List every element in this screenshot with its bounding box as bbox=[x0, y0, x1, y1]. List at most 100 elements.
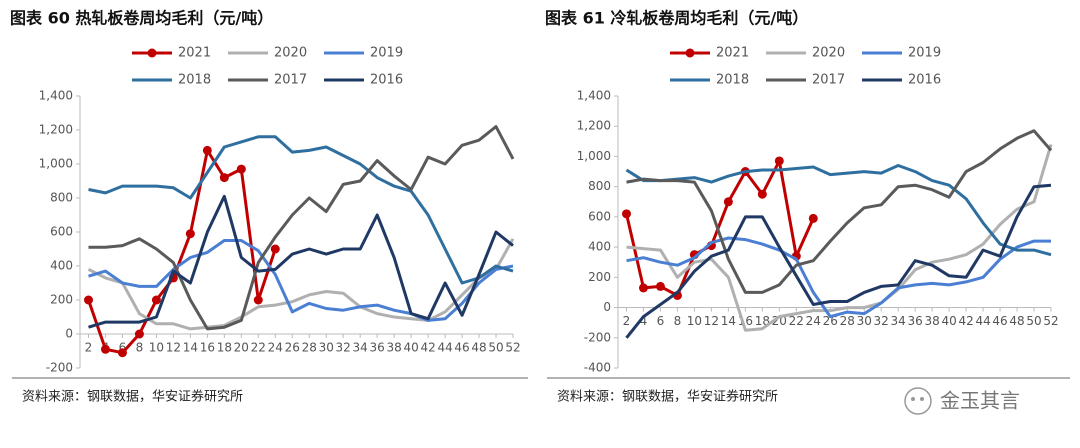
x-tick-label: 6 bbox=[657, 314, 665, 328]
x-tick-label: 30 bbox=[857, 314, 872, 328]
y-tick-label: 800 bbox=[50, 191, 73, 205]
legend-label: 2018 bbox=[716, 73, 749, 88]
x-tick-label: 2 bbox=[85, 341, 93, 355]
x-tick-label: 44 bbox=[975, 314, 990, 328]
series-line bbox=[88, 239, 514, 322]
x-tick-label: 22 bbox=[251, 341, 266, 355]
x-tick-label: 30 bbox=[319, 341, 334, 355]
x-tick-label: 40 bbox=[941, 314, 956, 328]
point bbox=[134, 329, 144, 339]
point bbox=[185, 229, 195, 239]
x-tick-label: 44 bbox=[437, 341, 452, 355]
point bbox=[100, 344, 110, 354]
legend-marker bbox=[685, 48, 695, 58]
series-line bbox=[626, 143, 1053, 332]
x-tick-label: 10 bbox=[149, 341, 164, 355]
y-tick-label: 600 bbox=[50, 225, 73, 239]
legend-label: 2018 bbox=[178, 73, 211, 88]
x-tick-label: 48 bbox=[471, 341, 486, 355]
x-tick-label: 12 bbox=[704, 314, 719, 328]
y-tick-label: 1,200 bbox=[577, 119, 611, 133]
series-line bbox=[626, 236, 1051, 319]
legend-label: 2020 bbox=[812, 46, 845, 61]
point bbox=[774, 156, 784, 166]
x-tick-label: 8 bbox=[674, 314, 682, 328]
x-tick-label: 36 bbox=[908, 314, 923, 328]
watermark: 金玉其言 bbox=[940, 389, 1020, 413]
x-tick-label: 24 bbox=[806, 314, 821, 328]
chart-title: 图表 61 冷轧板卷周均毛利（元/吨） bbox=[545, 9, 808, 28]
point bbox=[270, 244, 280, 254]
y-tick-label: 800 bbox=[588, 179, 611, 193]
legend-label: 2021 bbox=[178, 46, 211, 61]
legend-marker bbox=[147, 48, 157, 58]
x-tick-label: 52 bbox=[505, 341, 520, 355]
legend-label: 2019 bbox=[908, 46, 941, 61]
y-tick-label: 0 bbox=[603, 300, 611, 314]
legend-label: 2017 bbox=[812, 73, 845, 88]
x-tick-label: 28 bbox=[840, 314, 855, 328]
x-tick-label: 52 bbox=[1043, 314, 1058, 328]
source-note: 资料来源：钢联数据，华安证券研究所 bbox=[557, 389, 778, 405]
point bbox=[253, 295, 263, 305]
series-line bbox=[626, 129, 1053, 294]
x-tick-label: 46 bbox=[992, 314, 1007, 328]
y-tick-label: -400 bbox=[584, 361, 611, 375]
point bbox=[219, 173, 229, 183]
x-tick-label: 42 bbox=[958, 314, 973, 328]
x-tick-label: 50 bbox=[488, 341, 503, 355]
point bbox=[151, 295, 161, 305]
y-tick-label: 1,400 bbox=[577, 89, 611, 103]
legend-label: 2016 bbox=[908, 73, 941, 88]
x-tick-label: 36 bbox=[370, 341, 385, 355]
x-tick-label: 22 bbox=[789, 314, 804, 328]
x-tick-label: 32 bbox=[336, 341, 351, 355]
y-tick-label: 400 bbox=[50, 259, 73, 273]
legend-label: 2019 bbox=[370, 46, 403, 61]
series-line bbox=[88, 135, 514, 285]
x-tick-label: 14 bbox=[721, 314, 736, 328]
x-tick-label: 6 bbox=[119, 341, 127, 355]
y-tick-label: 400 bbox=[588, 240, 611, 254]
point bbox=[117, 348, 127, 358]
x-tick-label: 26 bbox=[285, 341, 300, 355]
point bbox=[621, 209, 631, 219]
x-tick-label: 18 bbox=[217, 341, 232, 355]
y-tick-label: 200 bbox=[50, 293, 73, 307]
x-tick-label: 20 bbox=[234, 341, 249, 355]
x-tick-label: 10 bbox=[687, 314, 702, 328]
legend-label: 2016 bbox=[370, 73, 403, 88]
x-tick-label: 4 bbox=[640, 314, 648, 328]
y-tick-label: 600 bbox=[588, 209, 611, 223]
y-tick-label: 0 bbox=[65, 327, 73, 341]
y-tick-label: 1,200 bbox=[39, 123, 73, 137]
x-tick-label: 38 bbox=[386, 341, 401, 355]
x-tick-label: 24 bbox=[268, 341, 283, 355]
point bbox=[723, 197, 733, 207]
point bbox=[202, 145, 212, 155]
y-tick-label: -200 bbox=[584, 330, 611, 344]
x-tick-label: 34 bbox=[891, 314, 906, 328]
y-tick-label: 200 bbox=[588, 270, 611, 284]
watermark-icon bbox=[904, 387, 932, 415]
x-tick-label: 38 bbox=[924, 314, 939, 328]
point bbox=[83, 295, 93, 305]
x-tick-label: 26 bbox=[823, 314, 838, 328]
x-tick-label: 16 bbox=[200, 341, 215, 355]
source-note: 资料来源：钢联数据，华安证券研究所 bbox=[22, 389, 243, 405]
x-tick-label: 2 bbox=[623, 314, 631, 328]
x-tick-label: 14 bbox=[183, 341, 198, 355]
x-tick-label: 12 bbox=[166, 341, 181, 355]
x-tick-label: 32 bbox=[874, 314, 889, 328]
y-tick-label: 1,000 bbox=[39, 157, 73, 171]
series-line bbox=[625, 183, 1052, 339]
y-tick-label: -200 bbox=[46, 361, 73, 375]
y-tick-label: 1,000 bbox=[577, 149, 611, 163]
legend-label: 2021 bbox=[716, 46, 749, 61]
chart-title: 图表 60 热轧板卷周均毛利（元/吨） bbox=[10, 9, 273, 28]
series-line bbox=[88, 125, 515, 331]
x-tick-label: 34 bbox=[353, 341, 368, 355]
legend-label: 2020 bbox=[274, 46, 307, 61]
series-line bbox=[625, 164, 1052, 257]
